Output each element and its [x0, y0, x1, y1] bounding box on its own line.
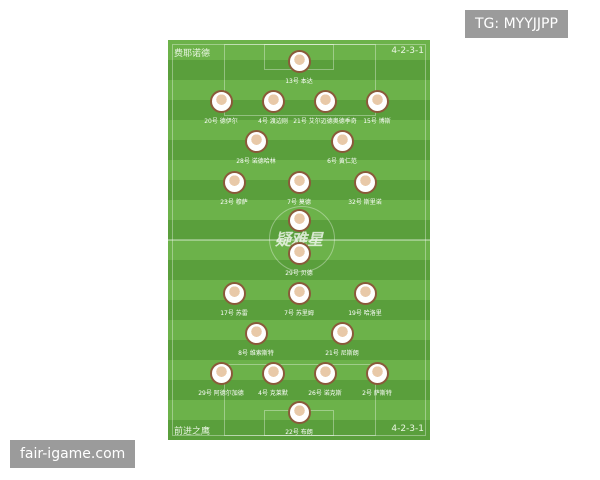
top-penalty-box	[224, 44, 376, 116]
home-player[interactable]: 28号 诺德哈林	[216, 130, 296, 165]
away-team-name: 前进之鹰	[174, 427, 211, 437]
home-player[interactable]: 15号 博斯	[337, 90, 417, 125]
home-player[interactable]: 23号 穆萨	[194, 171, 274, 206]
player-avatar	[244, 130, 268, 153]
player-name: 20号 德伊尔	[204, 118, 238, 125]
away-formation: 4-2-3-1	[391, 424, 424, 434]
away-player[interactable]: 8号 维索斯特	[216, 322, 296, 357]
player-avatar	[287, 242, 311, 265]
player-avatar	[209, 362, 233, 385]
lineup-pitch: 费耶诺德 4-2-3-1 前进之鹰 4-2-3-1 疑难星 13号 本达 20号 …	[168, 40, 430, 440]
player-name: 21号 艾尔迈德奥德季奇	[293, 118, 357, 125]
home-player[interactable]: 13号 本达	[259, 50, 339, 85]
player-name: 32号 斯里诺	[348, 199, 382, 206]
center-watermark: 疑难星	[274, 230, 323, 249]
player-name: 17号 苏雷	[220, 310, 248, 317]
away-player[interactable]: 17号 苏雷	[194, 282, 274, 317]
away-player[interactable]: 2号 萨斯特	[337, 362, 417, 397]
home-player[interactable]: 21号 艾尔迈德奥德季奇	[285, 90, 365, 125]
player-avatar	[287, 209, 311, 232]
watermark-top: TG: MYYJJPP	[465, 10, 568, 38]
player-avatar	[313, 90, 337, 113]
player-name: 2号 萨斯特	[362, 390, 392, 397]
player-name: 28号 诺德哈林	[236, 158, 276, 165]
player-name: 13号 本达	[285, 78, 313, 85]
player-name: 7号 莫德	[287, 199, 311, 206]
player-name: 29号 贝德	[285, 270, 313, 277]
player-avatar	[209, 90, 233, 113]
home-player[interactable]: 7号 莫德	[259, 171, 339, 206]
player-name: 26号 诺克斯	[308, 390, 342, 397]
player-name: 7号 苏里姆	[284, 310, 314, 317]
watermark-bottom: fair-igame.com	[10, 440, 136, 468]
player-avatar	[261, 90, 285, 113]
player-name: 22号 布朗	[285, 429, 313, 436]
home-formation: 4-2-3-1	[391, 46, 424, 56]
away-player[interactable]: 7号 苏里姆	[259, 282, 339, 317]
away-player[interactable]: 19号 哈洛里	[325, 282, 405, 317]
player-avatar	[222, 282, 246, 305]
bottom-penalty-box	[224, 364, 376, 436]
home-player[interactable]: 20号 德伊尔	[181, 90, 261, 125]
home-team-name: 费耶诺德	[174, 49, 211, 59]
player-avatar	[287, 282, 311, 305]
player-avatar	[222, 171, 246, 194]
player-avatar	[287, 401, 311, 424]
center-circle	[269, 206, 335, 272]
player-avatar	[353, 282, 377, 305]
player-avatar	[287, 171, 311, 194]
player-name: 29号 阿德尔加德	[198, 390, 244, 397]
player-name: 8号 维索斯特	[238, 350, 274, 357]
player-avatar	[365, 362, 389, 385]
pitch-boundary	[172, 44, 426, 436]
player-avatar	[244, 322, 268, 345]
player-name: 19号 哈洛里	[348, 310, 382, 317]
away-player[interactable]: 26号 诺克斯	[285, 362, 365, 397]
player-avatar	[365, 90, 389, 113]
player-name: 4号 渡边刚	[258, 118, 288, 125]
player-avatar	[313, 362, 337, 385]
away-player[interactable]: 29号 阿德尔加德	[181, 362, 261, 397]
player-name: 4号 克莱默	[258, 390, 288, 397]
player-avatar	[287, 50, 311, 73]
player-name: 6号 黄仁范	[327, 158, 357, 165]
player-avatar	[330, 322, 354, 345]
away-player[interactable]: 29号 贝德	[259, 242, 339, 277]
player-name: 23号 穆萨	[220, 199, 248, 206]
home-player[interactable]: 6号 黄仁范	[302, 130, 382, 165]
player-avatar	[353, 171, 377, 194]
player-avatar	[330, 130, 354, 153]
home-player[interactable]: 4号 渡边刚	[233, 90, 313, 125]
player-name: 15号 博斯	[363, 118, 391, 125]
away-player[interactable]: 21号 尼斯朗	[302, 322, 382, 357]
home-player[interactable]: 32号 斯里诺	[325, 171, 405, 206]
player-avatar	[261, 362, 285, 385]
player-name: 21号 尼斯朗	[325, 350, 359, 357]
home-player[interactable]	[259, 209, 339, 235]
away-player[interactable]: 4号 克莱默	[233, 362, 313, 397]
away-player[interactable]: 22号 布朗	[259, 401, 339, 436]
